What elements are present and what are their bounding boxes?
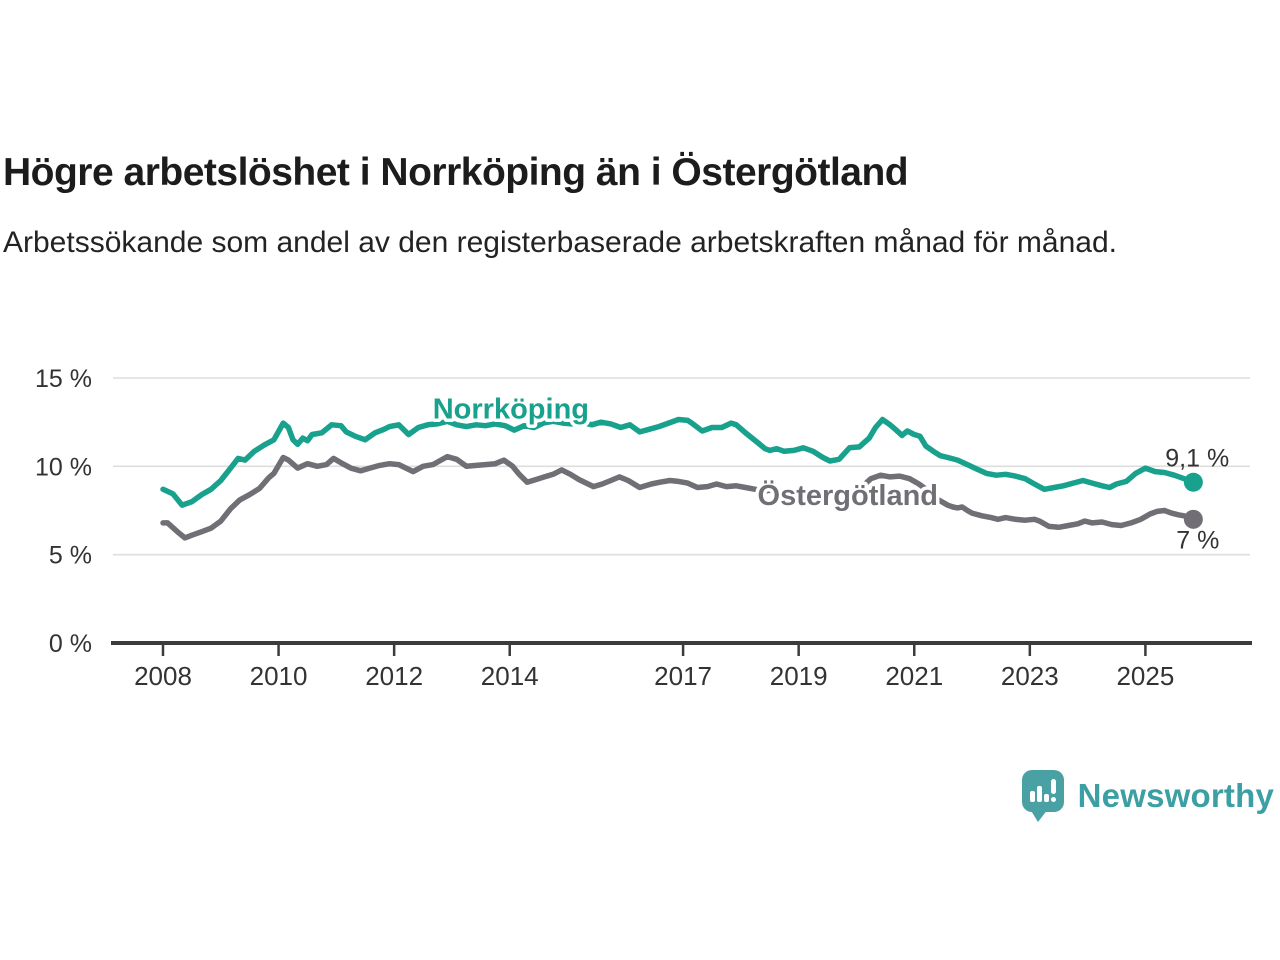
- newsworthy-wordmark: Newsworthy: [1077, 777, 1274, 814]
- x-tick-label-2008: 2008: [134, 661, 192, 691]
- footer-brand: Newsworthy: [1021, 770, 1274, 822]
- x-tick-label-2017: 2017: [654, 661, 712, 691]
- annotation-label-ostergotland: Östergötland: [758, 479, 938, 512]
- series-end-dot-norrkoping: [1183, 472, 1203, 492]
- y-tick-label-0: 0 %: [49, 630, 92, 658]
- annotation-end-label-norrkoping: 9,1 %: [1165, 444, 1229, 472]
- x-tick-label-2021: 2021: [885, 661, 943, 691]
- x-tick-label-2014: 2014: [481, 661, 539, 691]
- x-tick-label-2010: 2010: [250, 661, 308, 691]
- chart-area: 0 % 5 % 10 % 15 % 2008 2010 2012 2014 2017 2019 20…: [0, 340, 1280, 720]
- x-tick-label-2023: 2023: [1001, 661, 1059, 691]
- y-tick-label-5: 5 %: [49, 542, 92, 570]
- y-tick-label-10: 10 %: [35, 453, 92, 481]
- series-line-ostergotland: [160, 453, 1197, 541]
- annotation-end-label-ostergotland: 7 %: [1176, 526, 1219, 554]
- annotation-label-norrkoping: Norrköping: [433, 393, 589, 425]
- x-tick-label-2019: 2019: [770, 661, 828, 691]
- chart-header: Högre arbetslöshet i Norrköping än i Öst…: [3, 150, 1273, 265]
- x-tick-label-2012: 2012: [365, 661, 423, 691]
- x-tick-label-2025: 2025: [1116, 661, 1174, 691]
- series-end-dot-ostergotland: [1183, 509, 1203, 529]
- unemployment-line-chart: 0 % 5 % 10 % 15 % 2008 2010 2012 2014 2017 2019 20…: [35, 365, 1252, 691]
- newsworthy-logo-icon: [1021, 770, 1064, 822]
- series-line-norrkoping: [160, 416, 1197, 508]
- y-tick-label-15: 15 %: [35, 365, 92, 393]
- page-subtitle: Arbetssökande som andel av den registerb…: [3, 226, 1117, 260]
- page-title: Högre arbetslöshet i Norrköping än i Öst…: [3, 151, 909, 194]
